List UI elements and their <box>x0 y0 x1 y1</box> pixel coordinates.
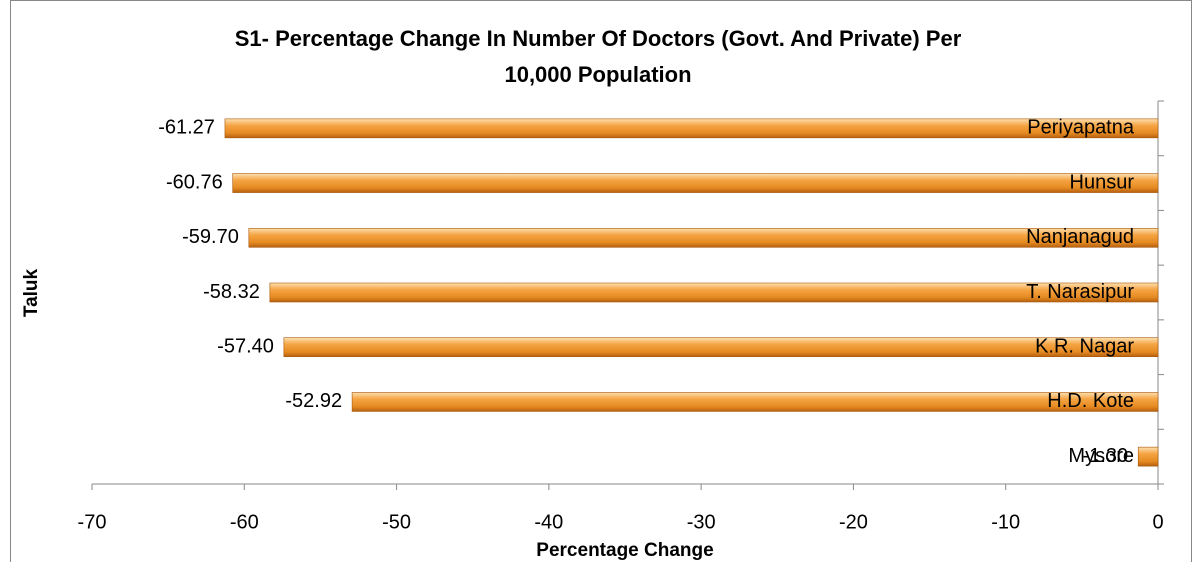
category-label: H.D. Kote <box>1047 390 1134 412</box>
x-tick-label: -20 <box>839 511 868 533</box>
value-label: -52.92 <box>285 390 342 412</box>
x-tick-label: -30 <box>687 511 716 533</box>
value-label: -61.27 <box>158 117 215 139</box>
bar <box>248 227 1159 248</box>
value-label: -58.32 <box>203 281 260 303</box>
bar <box>224 118 1159 139</box>
category-label: Hunsur <box>1070 171 1135 193</box>
category-label: T. Narasipur <box>1026 281 1134 303</box>
category-label: Nanjanagud <box>1026 226 1134 248</box>
x-tick-label: -50 <box>382 511 411 533</box>
category-label: Mysore <box>1068 445 1134 467</box>
x-axis-label: Percentage Change <box>536 540 713 561</box>
value-label: -59.70 <box>182 226 239 248</box>
x-tick-label: -70 <box>78 511 107 533</box>
chart-title: 10,000 Population <box>504 62 691 87</box>
y-axis-label: Taluk <box>21 268 42 317</box>
x-tick-label: -10 <box>991 511 1020 533</box>
chart-border <box>10 0 1192 562</box>
bar <box>1137 446 1159 467</box>
bar <box>232 173 1159 193</box>
value-label: -57.40 <box>217 335 274 357</box>
value-label: -1.30 <box>1083 445 1129 467</box>
chart-title: S1- Percentage Change In Number Of Docto… <box>235 26 962 51</box>
category-label: Periyapatna <box>1027 117 1135 139</box>
category-label: K.R. Nagar <box>1035 335 1134 357</box>
x-tick-label: 0 <box>1152 511 1163 533</box>
x-tick-label: -40 <box>534 511 563 533</box>
bar <box>351 392 1159 412</box>
bar <box>269 282 1159 303</box>
x-tick-label: -60 <box>230 511 259 533</box>
value-label: -60.76 <box>166 171 223 193</box>
bar <box>283 337 1159 358</box>
